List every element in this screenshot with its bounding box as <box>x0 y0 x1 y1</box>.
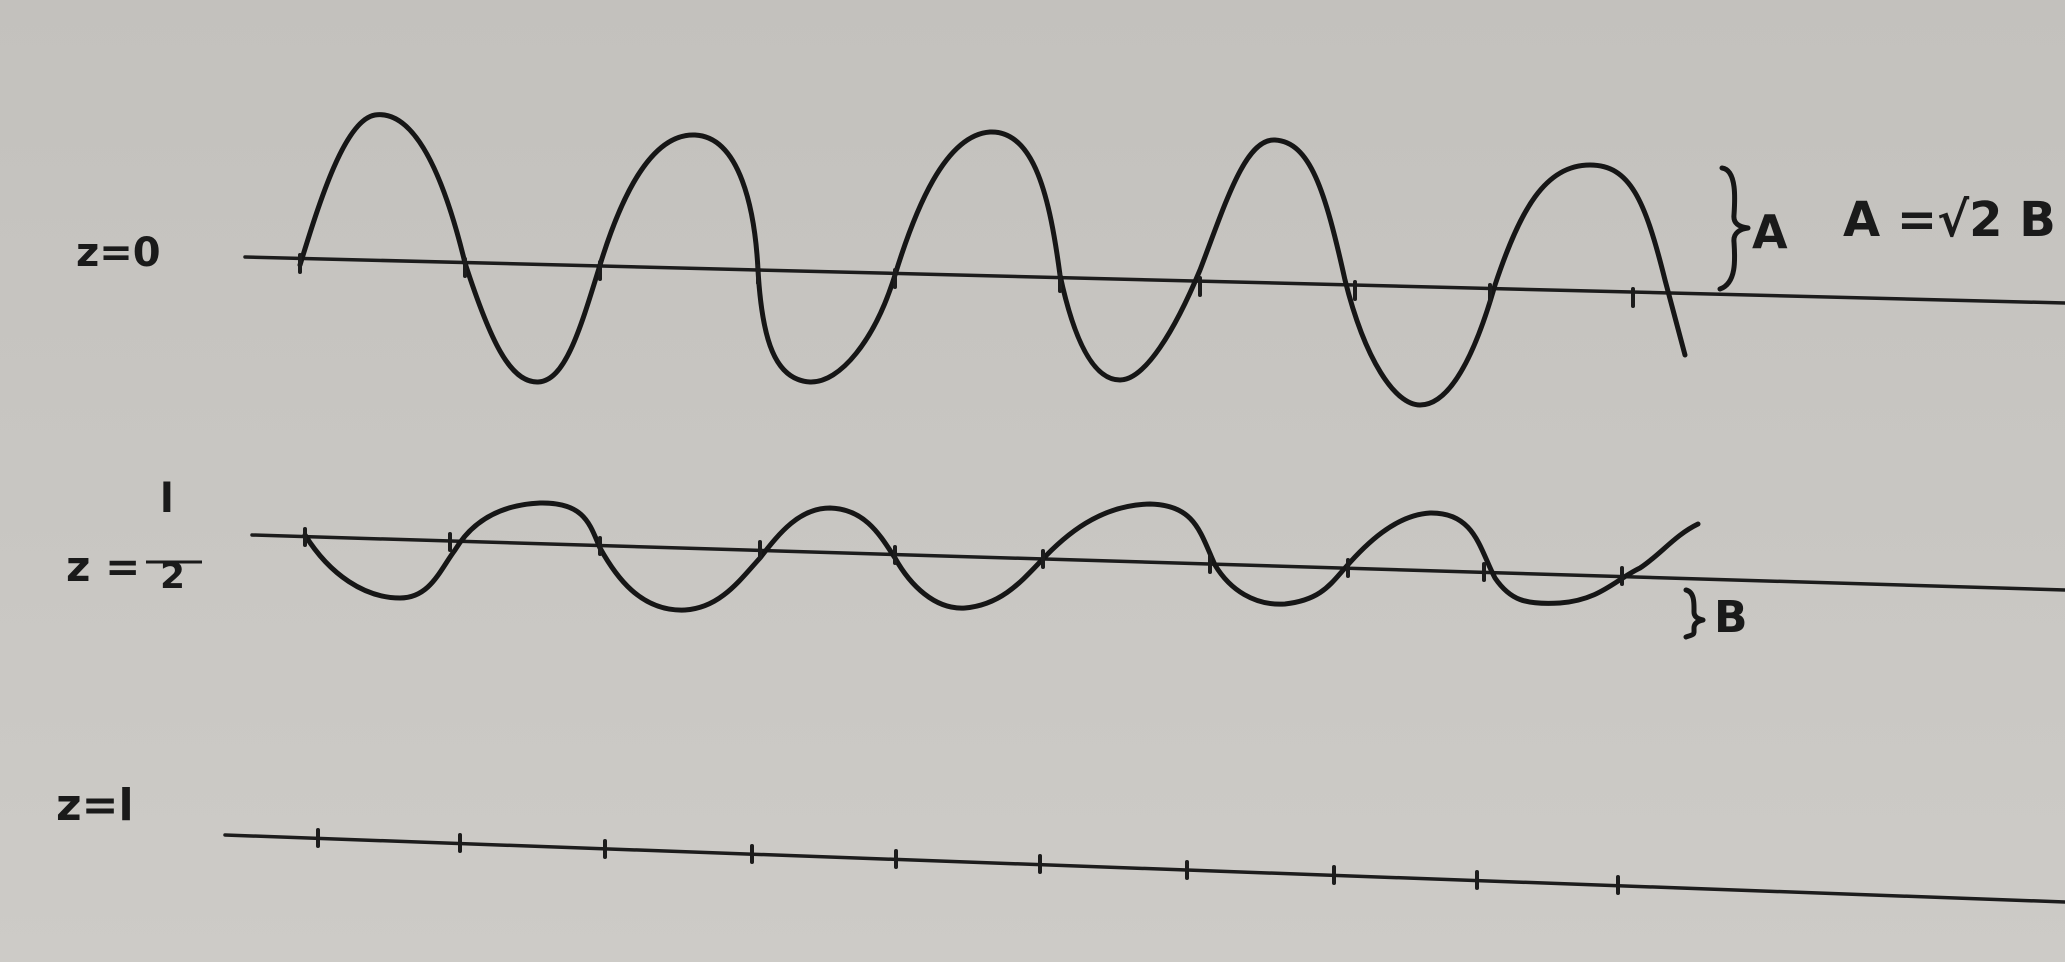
row-zl: z=l <box>56 780 2065 904</box>
row-zhalf-ticks <box>303 527 1624 586</box>
row-z0-axis <box>243 255 2065 305</box>
row-zl-label: z=l <box>56 780 134 831</box>
row-zhalf-label-top: l <box>160 476 174 522</box>
row-zhalf-label-bottom: 2 <box>160 556 185 597</box>
row-z0: z=0 A A =√2 B <box>76 112 2065 408</box>
row-zhalf-axis <box>250 533 2065 592</box>
row-zhalf-amplitude-marker: B <box>1714 592 1748 643</box>
row-z0-brace <box>1717 165 1751 292</box>
row-zhalf-wave <box>302 500 1701 613</box>
row-zhalf-brace <box>1683 587 1706 640</box>
row-z0-amplitude-marker: A <box>1752 205 1788 259</box>
row-z0-label: z=0 <box>76 230 161 276</box>
row-zhalf: z = l 2 B <box>66 476 2065 643</box>
row-z0-note: A =√2 B <box>1843 192 2056 248</box>
row-zl-ticks <box>316 828 1620 895</box>
row-z0-wave <box>297 112 1688 408</box>
row-zhalf-label-left: z = <box>66 542 140 591</box>
row-zl-axis <box>223 833 2065 904</box>
row-z0-ticks <box>298 253 1635 308</box>
